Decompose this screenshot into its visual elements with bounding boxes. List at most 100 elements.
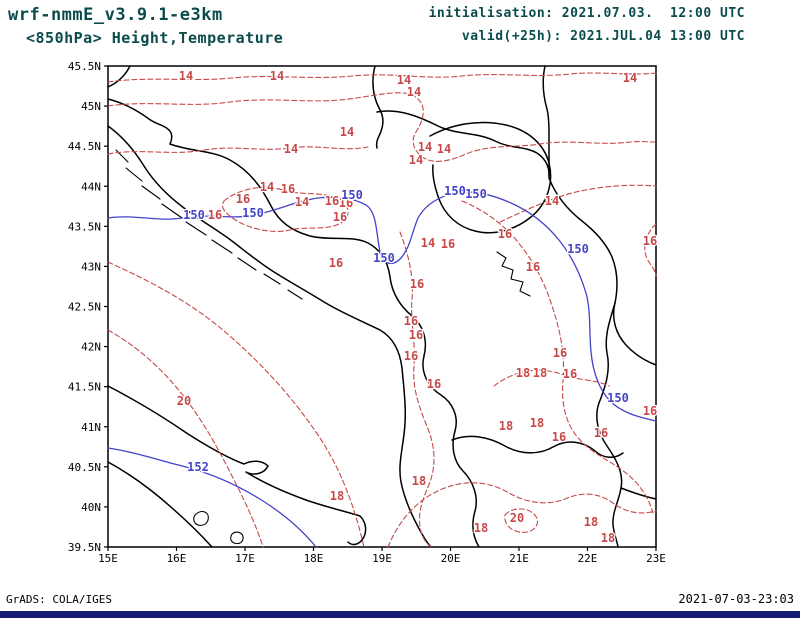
isotherm-16-closed-west bbox=[222, 186, 349, 232]
temperature-contour-label: 16 bbox=[236, 192, 250, 206]
temperature-contour-label: 16 bbox=[410, 277, 424, 291]
lon-axis-label: 19E bbox=[372, 552, 392, 565]
temperature-contour-label: 14 bbox=[437, 142, 451, 156]
grads-credit: GrADS: COLA/IGES bbox=[6, 593, 112, 606]
window-edge-bar bbox=[0, 611, 800, 618]
temperature-contour-label: 16 bbox=[409, 328, 423, 342]
temperature-contour-label: 18 bbox=[499, 419, 513, 433]
croatian-islands bbox=[115, 149, 303, 300]
temperature-contour-label: 14 bbox=[418, 140, 432, 154]
border-to-right-edge bbox=[620, 487, 657, 500]
isotherm-18-west-arc bbox=[107, 261, 365, 548]
lon-axis-label: 23E bbox=[646, 552, 666, 565]
temperature-contour-label: 14 bbox=[623, 71, 637, 85]
temperature-contour-label: 18 bbox=[330, 489, 344, 503]
border-serbia-east bbox=[548, 177, 657, 366]
temperature-contour-label: 16 bbox=[526, 260, 540, 274]
border-top-left bbox=[107, 65, 131, 88]
lon-axis-label: 17E bbox=[235, 552, 255, 565]
temperature-contour-label: 18 bbox=[412, 474, 426, 488]
adriatic-balkan-coastline bbox=[107, 125, 432, 548]
lon-axis-label: 20E bbox=[441, 552, 461, 565]
temperature-contours bbox=[107, 72, 657, 548]
lon-axis-label: 16E bbox=[167, 552, 187, 565]
border-southeast-vertical bbox=[596, 302, 623, 548]
isotherm-14-top bbox=[107, 72, 657, 83]
temperature-contour-label: 20 bbox=[177, 394, 191, 408]
temperature-contour-label: 16 bbox=[553, 346, 567, 360]
temperature-contour-label: 16 bbox=[552, 430, 566, 444]
level-variable-title: <850hPa> Height,Temperature bbox=[26, 29, 284, 47]
temperature-contour-label: 14 bbox=[545, 194, 559, 208]
temperature-contour-label: 14 bbox=[295, 195, 309, 209]
height-contours bbox=[107, 191, 657, 548]
border-macedonia-north bbox=[451, 435, 624, 458]
creation-timestamp: 2021-07-03-23:03 bbox=[678, 592, 794, 606]
temperature-contour-label: 14 bbox=[284, 142, 298, 156]
valid-time: valid(+25h): 2021.JUL.04 13:00 UTC bbox=[461, 29, 745, 44]
height-contour-label: 150 bbox=[567, 242, 589, 256]
weather-map-plot: 45.5N 45N 44.5N 44N 43.5N 43N 42.5N 42N 41.5N 41N… bbox=[68, 60, 666, 565]
plot-frame bbox=[107, 65, 657, 548]
italian-south-coastline bbox=[107, 461, 213, 548]
temperature-contour-label: 20 bbox=[510, 511, 524, 525]
lon-axis-label: 22E bbox=[578, 552, 598, 565]
temperature-contour-label: 16 bbox=[281, 182, 295, 196]
lat-axis-label: 43N bbox=[81, 260, 101, 273]
lat-axis-label: 44.5N bbox=[68, 140, 101, 153]
temperature-contour-label: 14 bbox=[397, 73, 411, 87]
temperature-contour-label: 16 bbox=[498, 227, 512, 241]
height-152-contour bbox=[107, 447, 317, 548]
height-contour-label: 150 bbox=[444, 184, 466, 198]
isotherm-18-mid bbox=[493, 369, 610, 387]
isotherm-20-closed-south bbox=[504, 508, 539, 533]
temperature-contour-label: 16 bbox=[404, 349, 418, 363]
temperature-contour-label: 16 bbox=[208, 208, 222, 222]
axis-labels-layer: 45.5N 45N 44.5N 44N 43.5N 43N 42.5N 42N 41.5N 41N… bbox=[68, 60, 666, 565]
temperature-contour-label: 18 bbox=[474, 521, 488, 535]
lat-axis-label: 42.5N bbox=[68, 301, 101, 314]
isotherm-16-central bbox=[399, 231, 435, 548]
temperature-contour-label: 14 bbox=[407, 85, 421, 99]
isotherm-14-mid bbox=[107, 146, 369, 155]
temperature-contour-label: 18 bbox=[530, 416, 544, 430]
isotherm-16-east-long bbox=[461, 200, 654, 514]
temperature-contour-label: 16 bbox=[427, 377, 441, 391]
temperature-contour-label: 14 bbox=[421, 236, 435, 250]
lon-axis-label: 21E bbox=[509, 552, 529, 565]
temperature-contour-label: 16 bbox=[404, 314, 418, 328]
lat-axis-label: 45N bbox=[81, 100, 101, 113]
height-contour-label: 150 bbox=[607, 391, 629, 405]
temperature-contour-label: 18 bbox=[584, 515, 598, 529]
height-contour-label: 150 bbox=[341, 188, 363, 202]
temperature-contour-label: 18 bbox=[533, 366, 547, 380]
border-northeast-vertical bbox=[542, 65, 550, 177]
isotherm-18-south bbox=[387, 482, 657, 548]
lat-axis-label: 40.5N bbox=[68, 461, 101, 474]
temperature-contour-label: 16 bbox=[643, 404, 657, 418]
coastlines-and-borders bbox=[107, 65, 657, 548]
temperature-contour-label: 16 bbox=[643, 234, 657, 248]
lat-axis-label: 42N bbox=[81, 341, 101, 354]
lat-axis-label: 45.5N bbox=[68, 60, 101, 73]
temperature-contour-label: 16 bbox=[594, 426, 608, 440]
border-north-vertical bbox=[372, 65, 384, 149]
temperature-contour-label: 14 bbox=[340, 125, 354, 139]
temperature-contour-label: 14 bbox=[409, 153, 423, 167]
temperature-contour-label: 16 bbox=[329, 256, 343, 270]
lat-axis-label: 41.5N bbox=[68, 381, 101, 394]
height-contour-label: 150 bbox=[465, 187, 487, 201]
height-contour-label: 150 bbox=[373, 251, 395, 265]
temperature-contour-label: 14 bbox=[260, 180, 274, 194]
temperature-contour-label: 16 bbox=[441, 237, 455, 251]
height-contour-label: 150 bbox=[183, 208, 205, 222]
lat-axis-label: 40N bbox=[81, 501, 101, 514]
height-contour-label: 152 bbox=[187, 460, 209, 474]
border-slovenia bbox=[107, 98, 173, 145]
border-albania-chain bbox=[422, 355, 480, 548]
south-italian-islands bbox=[193, 511, 244, 545]
lat-axis-label: 43.5N bbox=[68, 220, 101, 233]
lat-axis-label: 44N bbox=[81, 180, 101, 193]
border-danube-north bbox=[376, 110, 550, 179]
